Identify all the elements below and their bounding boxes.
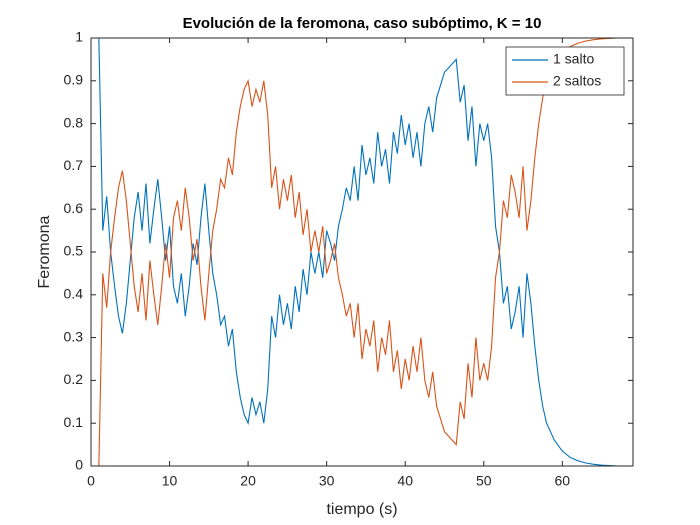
y-tick-label: 0.7	[64, 157, 84, 173]
x-tick-label: 50	[476, 473, 492, 489]
y-tick-label: 0.3	[64, 328, 84, 344]
x-tick-label: 60	[555, 473, 571, 489]
plot-frame	[90, 37, 634, 467]
x-tick-label: 20	[240, 473, 256, 489]
y-tick-label: 0	[75, 457, 83, 473]
x-tick-label: 10	[162, 473, 178, 489]
legend-label: 2 saltos	[553, 73, 601, 89]
x-tick-label: 40	[397, 473, 413, 489]
series-line	[91, 37, 633, 467]
y-tick-label: 0.2	[64, 371, 84, 387]
y-tick-label: 0.6	[64, 200, 84, 216]
legend-box	[505, 46, 625, 96]
x-tick-label: 0	[87, 473, 95, 489]
y-tick-label: 0.5	[64, 243, 84, 259]
chart-title: Evolución de la feromona, caso subóptimo…	[183, 15, 542, 32]
x-tick-label: 30	[319, 473, 335, 489]
series-line	[91, 37, 633, 467]
y-tick-label: 0.9	[64, 72, 84, 88]
y-tick-label: 0.4	[64, 286, 84, 302]
y-tick-label: 1	[75, 29, 83, 45]
legend-label: 1 salto	[553, 51, 594, 67]
y-axis-label: Feromona	[36, 215, 53, 288]
y-tick-label: 0.8	[64, 114, 84, 130]
x-axis-label: tiempo (s)	[326, 501, 397, 518]
y-tick-label: 0.1	[64, 414, 84, 430]
